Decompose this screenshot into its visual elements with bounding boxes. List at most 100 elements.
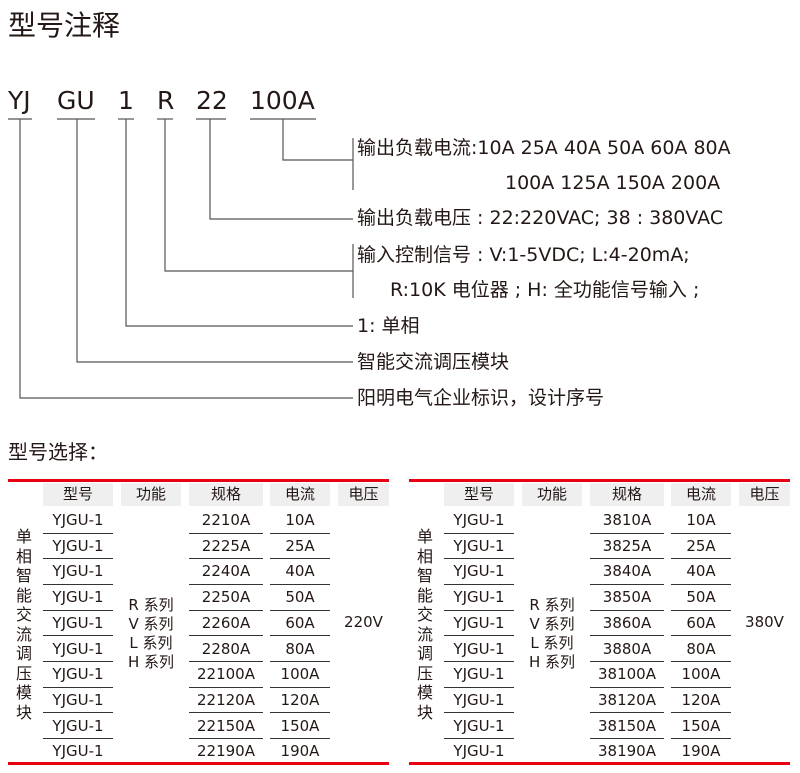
table-cell: 2250A bbox=[201, 588, 251, 607]
code-gu: GU bbox=[57, 86, 95, 115]
table-cell: 38100A bbox=[598, 665, 656, 684]
row-divider bbox=[270, 686, 330, 688]
row-divider bbox=[590, 712, 664, 714]
table-cell: 22190A bbox=[197, 742, 255, 761]
table-cell: YJGU-1 bbox=[52, 742, 104, 761]
bottom-rule bbox=[8, 762, 389, 765]
row-divider bbox=[444, 609, 514, 611]
header-cell: 电压 bbox=[338, 483, 389, 506]
row-divider bbox=[270, 583, 330, 585]
row-divider bbox=[444, 583, 514, 585]
table-cell: 2240A bbox=[201, 562, 251, 581]
table-cell: YJGU-1 bbox=[453, 511, 505, 529]
voltage-value: 380V bbox=[745, 613, 784, 631]
row-divider bbox=[671, 712, 731, 714]
function-item: H 系列 bbox=[127, 653, 175, 671]
row-divider bbox=[189, 583, 263, 585]
header-cell: 型号 bbox=[444, 483, 514, 506]
row-divider bbox=[590, 558, 664, 560]
row-divider bbox=[43, 532, 113, 534]
desc-voltage: 输出负载电压 : 22:220VAC; 38 : 380VAC bbox=[357, 207, 724, 229]
row-divider bbox=[189, 532, 263, 534]
table-cell: 10A bbox=[686, 511, 716, 529]
row-divider bbox=[189, 635, 263, 637]
function-item: R 系列 bbox=[529, 596, 575, 614]
row-divider bbox=[444, 532, 514, 534]
table-cell: 60A bbox=[686, 613, 716, 632]
row-divider bbox=[189, 738, 263, 740]
row-divider bbox=[590, 635, 664, 637]
table-cell: YJGU-1 bbox=[52, 511, 104, 529]
function-item: H 系列 bbox=[528, 653, 576, 671]
code-22: 22 bbox=[196, 86, 228, 115]
code-100a: 100A bbox=[250, 86, 315, 115]
row-divider bbox=[671, 532, 731, 534]
header-cell: 型号 bbox=[43, 483, 113, 506]
table-cell: 190A bbox=[681, 742, 721, 761]
row-divider bbox=[270, 712, 330, 714]
header-cell: 电压 bbox=[739, 483, 790, 506]
header-cell: 电流 bbox=[671, 483, 731, 506]
row-divider bbox=[270, 738, 330, 740]
code-r: R bbox=[157, 86, 175, 115]
table-cell: 38150A bbox=[598, 716, 656, 735]
row-divider bbox=[590, 738, 664, 740]
function-item: L 系列 bbox=[530, 634, 574, 652]
function-item: R 系列 bbox=[128, 596, 174, 614]
table-cell: 2210A bbox=[201, 511, 251, 529]
table-cell: 10A bbox=[285, 511, 315, 529]
table-cell: 50A bbox=[285, 588, 315, 607]
row-divider bbox=[671, 609, 731, 611]
header-cell: 规格 bbox=[590, 483, 664, 506]
table-cell: 3840A bbox=[602, 562, 652, 581]
table-cell: 80A bbox=[285, 639, 315, 658]
connector-yj bbox=[19, 119, 353, 399]
table-cell: YJGU-1 bbox=[52, 588, 104, 607]
table-cell: YJGU-1 bbox=[52, 562, 104, 581]
row-divider bbox=[671, 661, 731, 662]
table-cell: 100A bbox=[280, 665, 320, 684]
table-cell: YJGU-1 bbox=[453, 690, 505, 709]
table-cell: YJGU-1 bbox=[453, 562, 505, 581]
table-cell: 22150A bbox=[197, 716, 255, 735]
connector-gu bbox=[76, 119, 353, 363]
row-divider bbox=[43, 583, 113, 585]
row-divider bbox=[444, 712, 514, 714]
row-divider bbox=[444, 558, 514, 560]
row-divider bbox=[444, 738, 514, 740]
row-divider bbox=[189, 558, 263, 560]
desc-phase: 1: 单相 bbox=[357, 315, 420, 337]
row-divider bbox=[590, 532, 664, 534]
table-cell: 120A bbox=[280, 690, 320, 709]
table-cell: 40A bbox=[285, 562, 315, 581]
row-divider bbox=[590, 583, 664, 585]
row-divider bbox=[671, 558, 731, 560]
desc-control: 输入控制信号 : V:1-5VDC; L:4-20mA; bbox=[357, 244, 690, 266]
row-divider bbox=[671, 583, 731, 585]
side-label: 单相智能交流调压模块 bbox=[416, 527, 433, 722]
table-cell: 60A bbox=[285, 613, 315, 632]
function-item: V 系列 bbox=[529, 615, 575, 633]
page-title: 型号注释 bbox=[8, 9, 121, 42]
row-divider bbox=[671, 686, 731, 688]
table-cell: 22120A bbox=[197, 690, 255, 709]
row-divider bbox=[43, 661, 113, 662]
table-cell: YJGU-1 bbox=[453, 716, 505, 735]
table-cell: YJGU-1 bbox=[52, 639, 104, 658]
model-table-380v: 型号 功能 规格 电流 电压 单相智能交流调压模块 R 系列 V 系列 L 系列 H 系列 380V… bbox=[401, 0, 800, 773]
table-cell: 38190A bbox=[598, 742, 656, 761]
table-cell: YJGU-1 bbox=[52, 665, 104, 684]
table-cell: 2280A bbox=[201, 639, 251, 658]
table-cell: 100A bbox=[681, 665, 721, 684]
table-cell: YJGU-1 bbox=[453, 613, 505, 632]
side-label: 单相智能交流调压模块 bbox=[15, 527, 32, 722]
row-divider bbox=[671, 738, 731, 740]
row-divider bbox=[590, 661, 664, 662]
table-cell: YJGU-1 bbox=[453, 639, 505, 658]
row-divider bbox=[43, 712, 113, 714]
code-1: 1 bbox=[118, 86, 134, 115]
table-cell: 2260A bbox=[201, 613, 251, 632]
row-divider bbox=[43, 609, 113, 611]
header-cell: 电流 bbox=[270, 483, 330, 506]
table-cell: YJGU-1 bbox=[453, 588, 505, 607]
